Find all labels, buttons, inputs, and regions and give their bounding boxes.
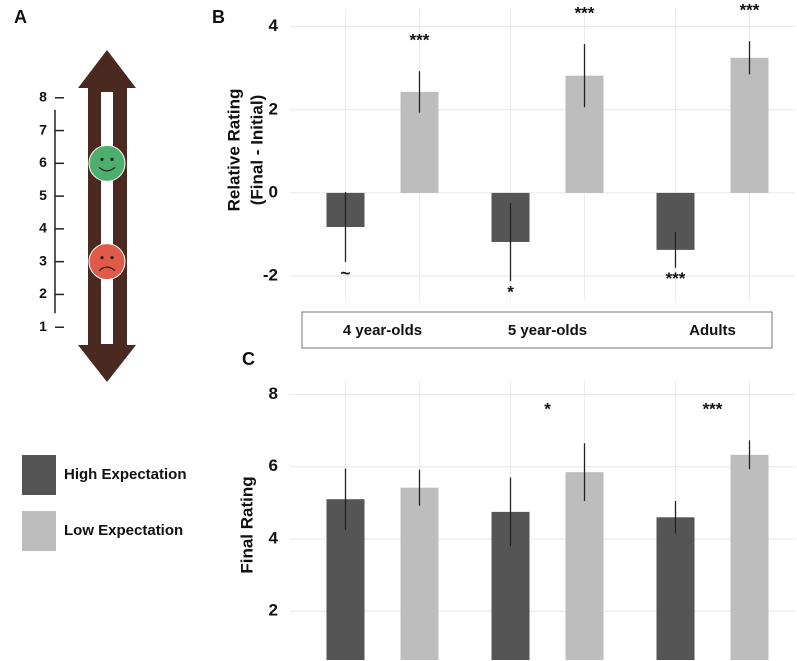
- face-eye: [110, 256, 113, 259]
- y-tick-label: 4: [269, 16, 279, 35]
- y-tick-label: 4: [269, 528, 279, 547]
- y-tick-label: 2: [269, 99, 278, 118]
- y-tick-label: -2: [263, 266, 278, 285]
- y-tick-label: 0: [269, 182, 278, 201]
- bar: [731, 455, 769, 660]
- significance-label: *: [507, 283, 514, 302]
- y-axis-label: Relative Rating: [224, 89, 243, 212]
- y-tick-label: 2: [269, 601, 278, 620]
- scale-tick-label: 5: [39, 187, 47, 203]
- bar: [657, 517, 695, 660]
- scale-tick-label: 8: [39, 88, 47, 104]
- arrow-slot: [101, 92, 113, 344]
- y-axis-label: Final Rating: [237, 476, 256, 573]
- legend-label: Low Expectation: [64, 522, 183, 539]
- face-eye: [100, 158, 103, 161]
- significance-label: ***: [575, 4, 595, 23]
- y-axis-label: (Final - Initial): [247, 95, 266, 206]
- y-tick-label: 6: [269, 456, 278, 475]
- legend-label: High Expectation: [64, 466, 187, 483]
- x-tick-label: 4 year-olds: [343, 322, 422, 339]
- significance-label: ~: [341, 263, 351, 282]
- legend-swatch: [22, 511, 56, 551]
- face-marker: [89, 244, 125, 280]
- face-eye: [100, 256, 103, 259]
- x-tick-label: Adults: [689, 322, 736, 339]
- panel-label: C: [242, 349, 255, 369]
- legend-swatch: [22, 455, 56, 495]
- panel-label: A: [14, 7, 27, 27]
- scale-tick-label: 1: [39, 318, 47, 334]
- significance-label: ***: [703, 399, 723, 418]
- bar: [401, 488, 439, 660]
- scale-tick-label: 7: [39, 121, 47, 137]
- scale-tick-label: 4: [39, 220, 47, 236]
- figure: A 1 2 3 4 5 6 7 8 B -2 0 2 4 Relative Rating(Final - I…: [0, 0, 797, 661]
- significance-label: *: [544, 399, 551, 418]
- panel-label: B: [212, 7, 225, 27]
- significance-label: ***: [666, 269, 686, 288]
- significance-label: ***: [740, 1, 760, 20]
- face-marker: [89, 145, 125, 181]
- y-tick-label: 8: [269, 384, 278, 403]
- scale-tick-label: 2: [39, 285, 47, 301]
- bar: [731, 58, 769, 193]
- significance-label: ***: [410, 31, 430, 50]
- face-eye: [110, 158, 113, 161]
- scale-tick-label: 6: [39, 154, 47, 170]
- x-tick-label: 5 year-olds: [508, 322, 587, 339]
- scale-tick-label: 3: [39, 252, 47, 268]
